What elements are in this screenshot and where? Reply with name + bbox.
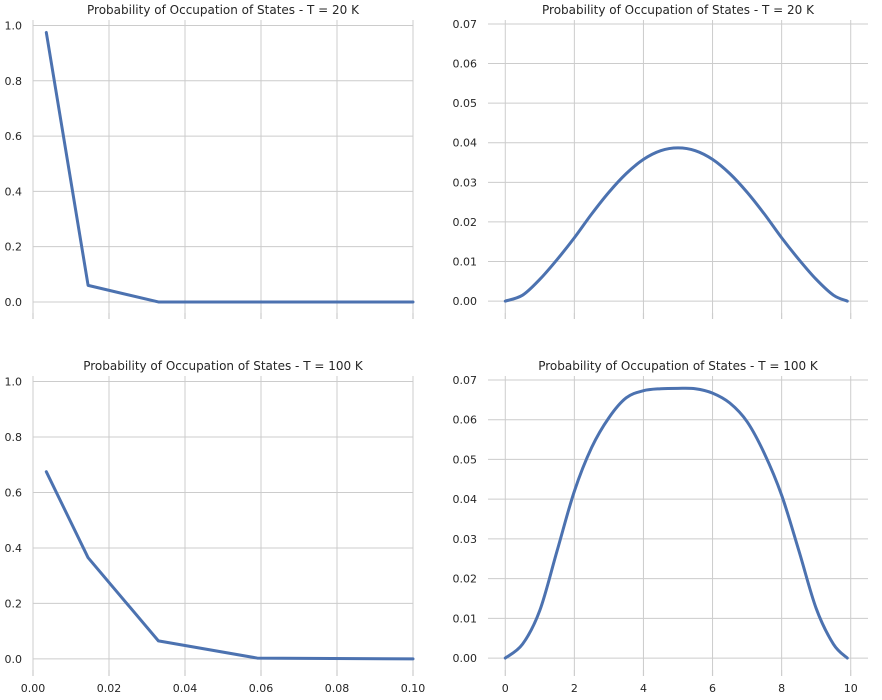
y-tick-label: 0.2 [5,597,23,610]
y-tick-label: 0.06 [453,414,478,427]
y-tick-label: 0.00 [453,652,478,665]
y-tick-label: 0.01 [453,612,478,625]
y-tick-label: 0.03 [453,533,478,546]
y-tick-label: 1.0 [5,20,23,33]
x-tick-label: 0 [502,682,509,695]
y-tick-label: 0.0 [5,653,23,666]
subplot-top-left: Probability of Occupation of States - T … [5,3,415,319]
y-tick-label: 0.2 [5,241,23,254]
x-tick-label: 0.00 [21,682,46,695]
y-tick-label: 0.01 [453,256,478,269]
series-line [44,470,415,661]
x-tick-label: 6 [709,682,716,695]
x-tick-label: 10 [844,682,858,695]
y-tick-label: 0.05 [453,453,478,466]
x-tick-label: 0.08 [325,682,350,695]
y-tick-label: 0.04 [453,137,478,150]
x-tick-label: 0.02 [97,682,122,695]
subplot-bottom-right: Probability of Occupation of States - T … [453,359,868,695]
x-tick-label: 8 [778,682,785,695]
y-tick-label: 0.07 [453,18,478,31]
chart-title: Probability of Occupation of States - T … [542,3,815,17]
y-tick-label: 0.07 [453,374,478,387]
subplot-bottom-left: Probability of Occupation of States - T … [5,359,426,695]
series-line [503,146,849,303]
y-tick-label: 0.6 [5,486,23,499]
chart-title: Probability of Occupation of States - T … [538,359,819,373]
x-tick-label: 0.04 [173,682,198,695]
x-tick-label: 0.10 [401,682,426,695]
series-line [503,386,849,660]
y-tick-label: 0.04 [453,493,478,506]
y-tick-label: 1.0 [5,376,23,389]
y-tick-label: 0.0 [5,296,23,309]
chart-title: Probability of Occupation of States - T … [83,359,364,373]
y-tick-label: 0.02 [453,573,478,586]
x-tick-label: 0.06 [249,682,274,695]
y-tick-label: 0.4 [5,542,23,555]
y-tick-label: 0.03 [453,176,478,189]
x-tick-label: 4 [640,682,647,695]
y-tick-label: 0.06 [453,58,478,71]
y-tick-label: 0.8 [5,431,23,444]
y-tick-label: 0.00 [453,295,478,308]
y-tick-label: 0.4 [5,185,23,198]
subplot-top-right: Probability of Occupation of States - T … [453,3,868,319]
y-tick-label: 0.8 [5,75,23,88]
y-tick-label: 0.6 [5,130,23,143]
chart-title: Probability of Occupation of States - T … [87,3,360,17]
y-tick-label: 0.02 [453,216,478,229]
x-tick-label: 2 [571,682,578,695]
series-line [44,30,415,304]
y-tick-label: 0.05 [453,97,478,110]
